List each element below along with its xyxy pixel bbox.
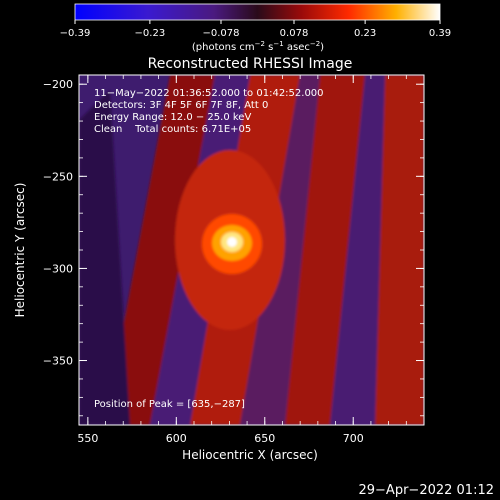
- stripe-red-4: [375, 75, 424, 425]
- colorbar: [74, 3, 441, 21]
- y-tick-label: −250: [43, 170, 73, 183]
- stripe-red-1: [105, 75, 215, 425]
- y-axis-label: Heliocentric Y (arcsec): [13, 183, 27, 318]
- colorbar-tick-label: 0.23: [354, 28, 376, 39]
- x-tick-label: 550: [77, 432, 98, 445]
- colorbar-tick-label: −0.23: [135, 28, 166, 39]
- chart-title: Reconstructed RHESSI Image: [148, 56, 353, 72]
- colorbar-tick-label: 0.39: [429, 28, 451, 39]
- annotation-energy: Energy Range: 12.0 − 25.0 keV: [94, 112, 251, 123]
- timestamp: 29−Apr−2022 01:12: [359, 483, 495, 498]
- stripe-purple-3: [330, 75, 385, 425]
- x-tick-label: 600: [166, 432, 187, 445]
- y-tick-label: −200: [43, 78, 73, 91]
- emission-peak: [227, 237, 237, 247]
- annotation-detectors: Detectors: 3F 4F 5F 6F 7F 8F, Att 0: [94, 100, 268, 111]
- colorbar-tick-label: −0.39: [60, 28, 91, 39]
- colorbar-tick-label: −0.078: [202, 28, 239, 39]
- x-axis-label: Heliocentric X (arcsec): [182, 448, 318, 462]
- x-tick-label: 650: [254, 432, 275, 445]
- annotation-counts: Clean Total counts: 6.71E+05: [94, 124, 251, 135]
- annotation-time: 11−May−2022 01:36:52.000 to 01:42:52.000: [94, 88, 324, 99]
- colorbar-tick-label: 0.078: [280, 28, 309, 39]
- colorbar-ticks: −0.39 −0.23 −0.078 0.078 0.23 0.39: [60, 20, 451, 39]
- y-tick-label: −300: [43, 262, 73, 275]
- colorbar-unit: (photons cm−2 s−1 asec−2): [192, 40, 324, 53]
- x-tick-label: 700: [343, 432, 364, 445]
- y-tick-label: −350: [43, 355, 73, 368]
- image-panel: [79, 75, 424, 425]
- stripe-dark-1: [79, 90, 130, 425]
- peak-position-label: Position of Peak = [635,−287]: [94, 399, 245, 410]
- x-axis-ticks: 550 600 650 700: [77, 75, 425, 445]
- y-axis-ticks: −200 −250 −300 −350: [43, 78, 424, 417]
- stripe-red-3: [285, 75, 365, 425]
